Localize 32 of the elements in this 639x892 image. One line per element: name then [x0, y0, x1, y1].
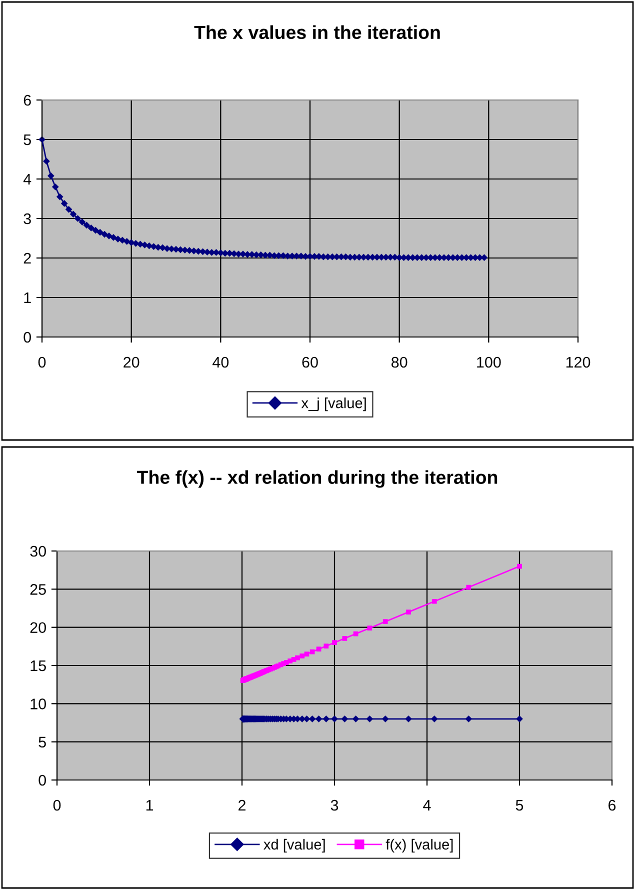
y-tick-label: 25	[30, 584, 46, 595]
legend-label: xd [value]	[264, 838, 325, 853]
y-tick-label: 3	[24, 213, 31, 224]
x-tick-label: 80	[392, 356, 408, 368]
y-tick-label: 4	[23, 174, 32, 185]
x-tick-label: 6	[608, 800, 616, 811]
y-tick-label: 15	[30, 660, 46, 672]
y-tick-label: 2	[24, 252, 31, 264]
x-tick-label: 2	[238, 800, 246, 811]
chart-title: The x values in the iteration	[194, 25, 440, 40]
y-tick-label: 5	[24, 134, 31, 146]
x-tick-label: 5	[516, 800, 524, 811]
legend-label: x_j [value]	[301, 398, 366, 412]
y-tick-label: 10	[30, 698, 46, 710]
legend-label: f(x) [value]	[386, 838, 453, 853]
y-tick-label: 30	[30, 546, 46, 557]
x-tick-label: 0	[53, 800, 61, 811]
x-tick-label: 4	[423, 800, 431, 811]
x-tick-label: 20	[124, 356, 140, 368]
y-tick-label: 5	[38, 736, 46, 748]
x-tick-label: 100	[477, 356, 501, 368]
x-tick-label: 120	[566, 356, 590, 368]
y-tick-label: 1	[24, 292, 31, 304]
x-tick-label: 40	[212, 356, 229, 368]
x-tick-label: 3	[330, 800, 338, 811]
chart-title: The f(x) -- xd relation during the iteration	[136, 470, 498, 488]
x-tick-label: 60	[302, 356, 318, 368]
y-tick-label: 0	[38, 774, 46, 786]
x-tick-label: 1	[146, 800, 154, 811]
y-tick-label: 0	[24, 332, 31, 343]
y-tick-label: 6	[24, 94, 31, 106]
y-tick-label: 20	[30, 622, 46, 634]
